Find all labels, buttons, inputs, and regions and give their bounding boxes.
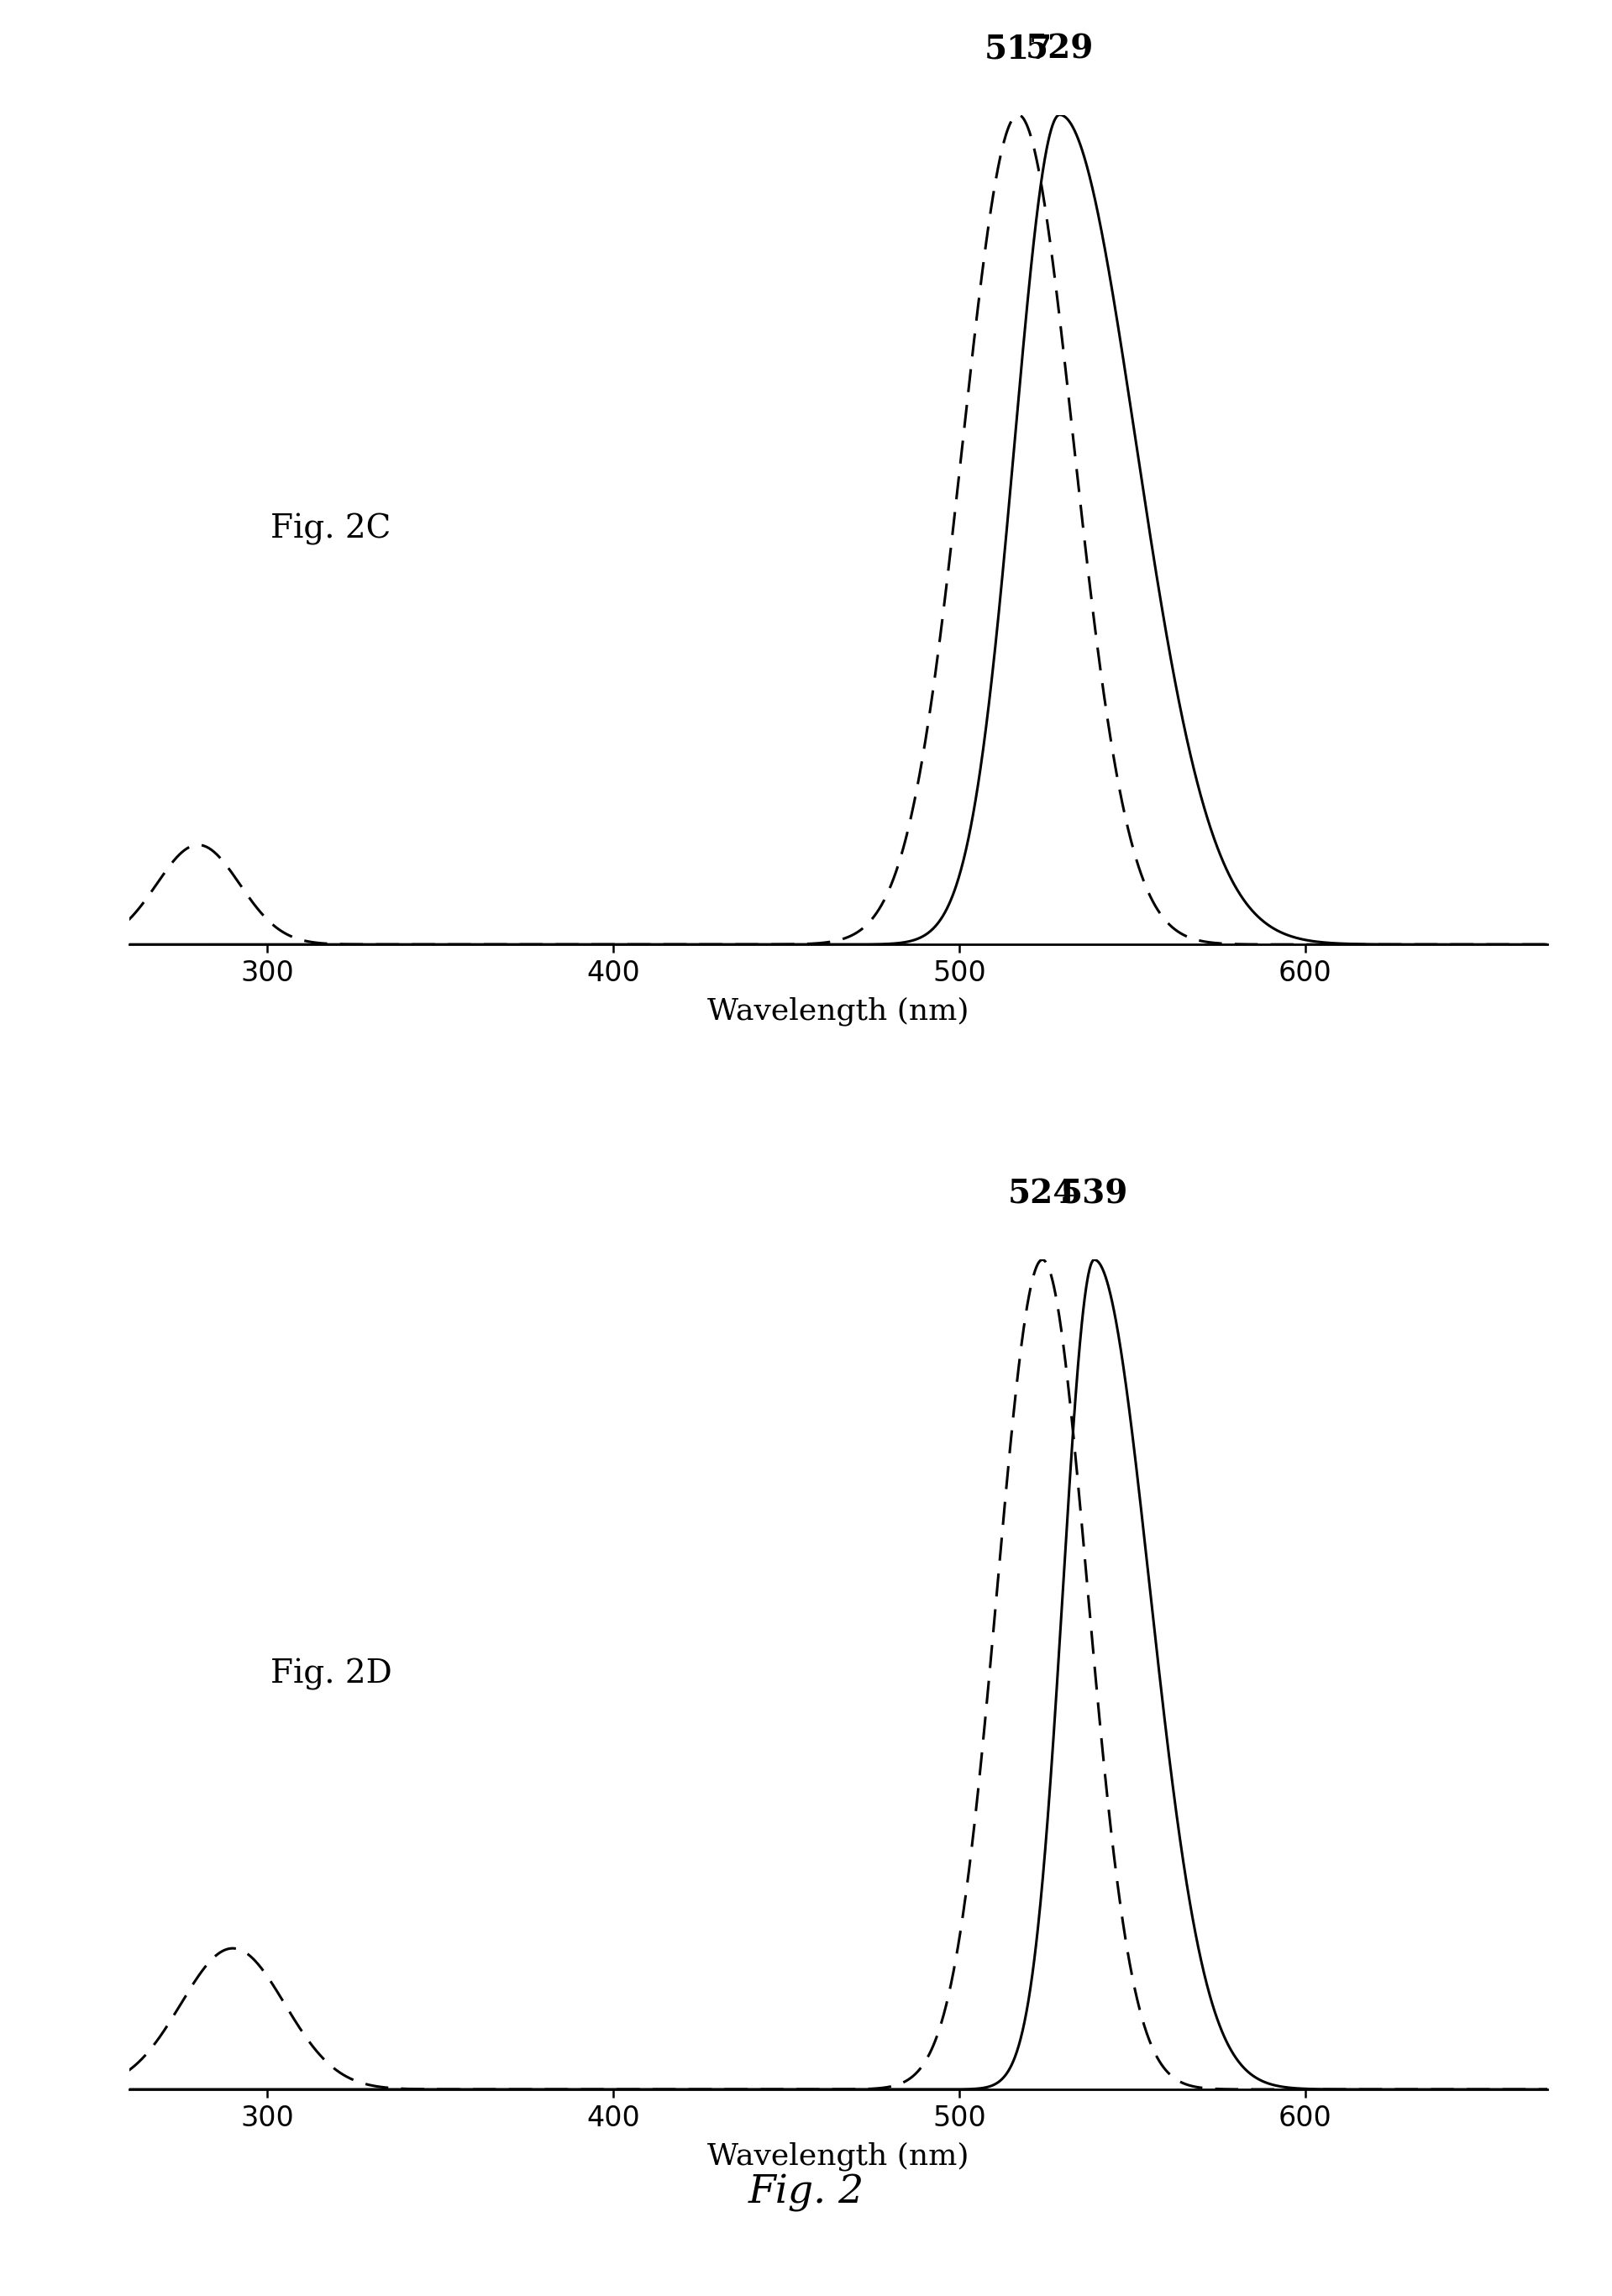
Text: Fig. 2D: Fig. 2D [271, 1658, 392, 1690]
Text: 529: 529 [1025, 32, 1095, 64]
X-axis label: Wavelength (nm): Wavelength (nm) [708, 2142, 969, 2170]
Text: Fig. 2C: Fig. 2C [271, 514, 392, 546]
Text: 539: 539 [1061, 1178, 1128, 1210]
X-axis label: Wavelength (nm): Wavelength (nm) [708, 996, 969, 1026]
Text: 517: 517 [983, 32, 1053, 64]
Text: 524: 524 [1008, 1178, 1077, 1210]
Text: Fig. 2: Fig. 2 [748, 2174, 864, 2211]
